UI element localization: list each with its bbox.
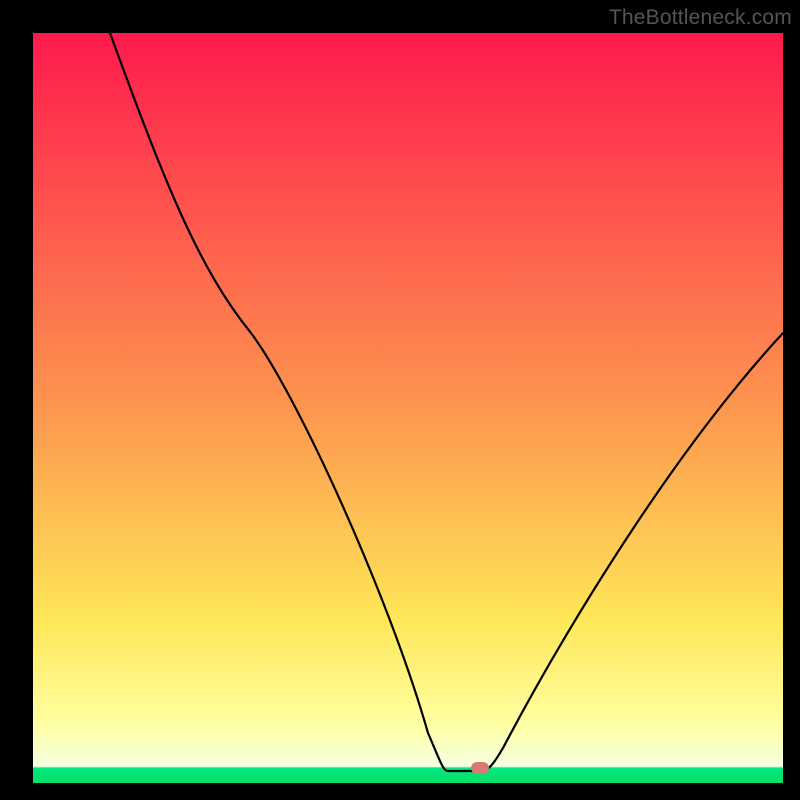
plot-area	[33, 33, 783, 783]
watermark-text: TheBottleneck.com	[609, 6, 792, 30]
bottleneck-curve	[33, 33, 783, 783]
chart-container: TheBottleneck.com	[0, 0, 800, 800]
curve-path	[110, 33, 783, 771]
optimum-marker	[471, 762, 489, 774]
